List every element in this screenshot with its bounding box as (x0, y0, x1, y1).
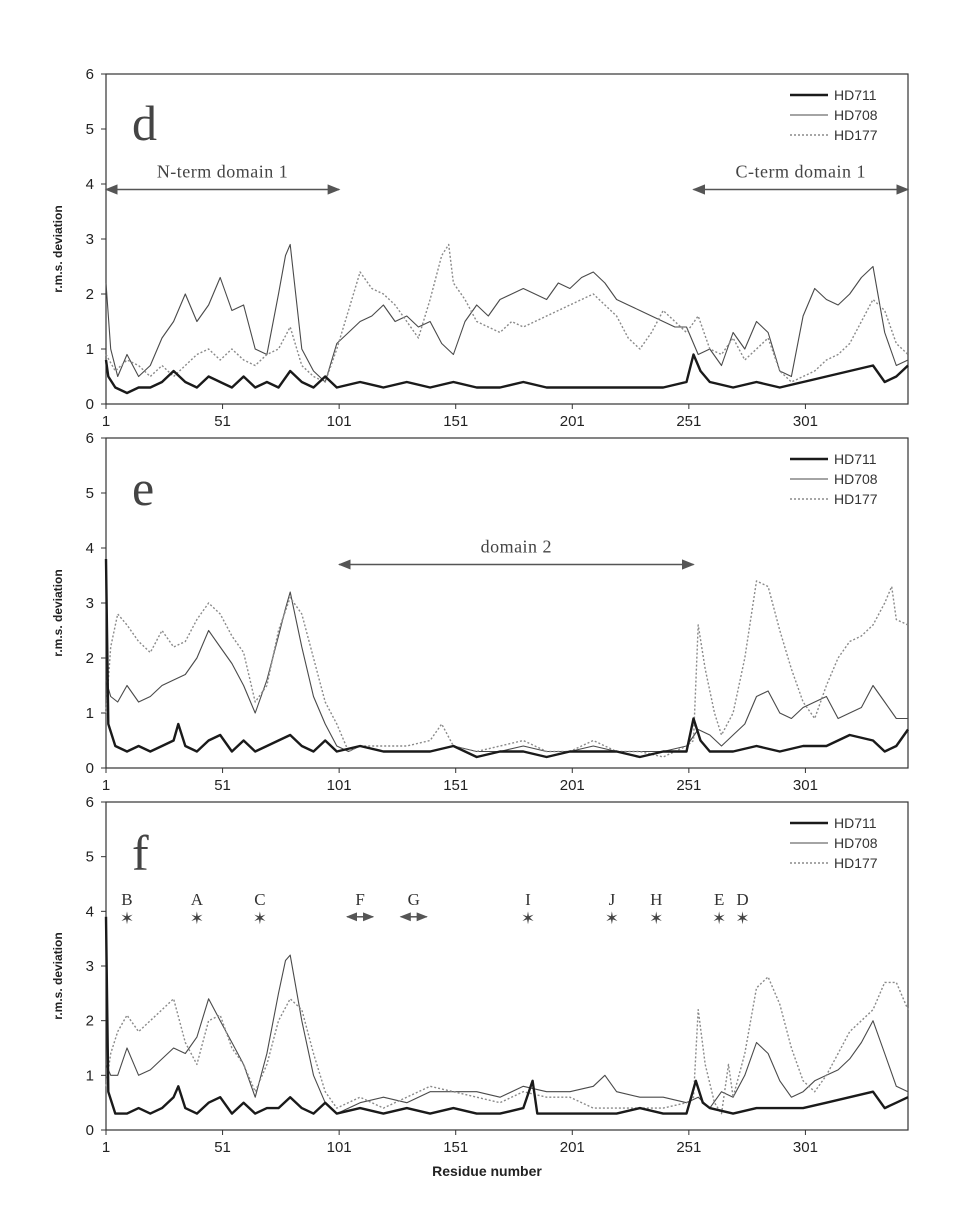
x-tick-label: 151 (443, 1139, 468, 1156)
y-tick-label: 3 (86, 595, 94, 612)
x-tick-label: 1 (102, 1139, 110, 1156)
y-tick-label: 0 (86, 760, 94, 777)
x-tick-label: 1 (102, 413, 110, 430)
site-star-marker: ✶ (521, 909, 535, 929)
series-line-hd177 (105, 580, 909, 758)
legend-label: HD711 (834, 815, 877, 831)
site-label: C (254, 890, 265, 909)
x-tick-label: 251 (676, 1139, 701, 1156)
x-tick-label: 251 (676, 413, 701, 430)
domain-label: C-term domain 1 (736, 162, 866, 182)
series-line-hd177 (105, 243, 909, 383)
legend-label: HD711 (834, 87, 877, 103)
site-label: J (609, 890, 616, 909)
x-tick-label: 301 (793, 777, 818, 794)
site-label: E (714, 890, 724, 909)
site-star-marker: ✶ (712, 909, 726, 929)
site-label: F (355, 890, 364, 909)
site-star-marker: ✶ (120, 909, 134, 929)
x-tick-label: 101 (327, 777, 352, 794)
y-tick-label: 5 (86, 849, 94, 866)
y-tick-label: 2 (86, 286, 94, 303)
x-tick-label: 301 (793, 413, 818, 430)
legend-label: HD708 (834, 107, 878, 123)
x-tick-label: 101 (327, 413, 352, 430)
x-tick-label: 201 (560, 413, 585, 430)
site-star-marker: ✶ (605, 909, 619, 929)
legend-label: HD711 (834, 451, 877, 467)
y-axis-label: r.m.s. deviation (51, 205, 65, 292)
y-axis-label: r.m.s. deviation (51, 932, 65, 1019)
y-tick-label: 2 (86, 650, 94, 667)
panel-letter: f (132, 825, 149, 881)
x-tick-label: 51 (214, 1139, 231, 1156)
series-line-hd711 (104, 353, 909, 395)
y-tick-label: 5 (86, 121, 94, 138)
x-tick-label: 51 (214, 777, 231, 794)
legend-label: HD177 (834, 855, 878, 871)
site-star-marker: ✶ (253, 909, 267, 929)
site-star-marker: ✶ (190, 909, 204, 929)
domain-label: N-term domain 1 (157, 162, 288, 182)
x-tick-label: 101 (327, 1139, 352, 1156)
x-tick-label: 51 (214, 413, 231, 430)
y-tick-label: 1 (86, 1067, 94, 1084)
x-tick-label: 301 (793, 1139, 818, 1156)
x-axis-label: Residue number (432, 1163, 542, 1179)
y-tick-label: 4 (86, 540, 94, 557)
y-tick-label: 1 (86, 705, 94, 722)
site-label: D (736, 890, 748, 909)
y-tick-label: 6 (86, 794, 94, 811)
legend-label: HD177 (834, 127, 878, 143)
series-line-hd711 (104, 558, 909, 759)
y-tick-label: 6 (86, 66, 94, 83)
legend-label: HD177 (834, 491, 878, 507)
y-tick-label: 6 (86, 430, 94, 447)
y-tick-label: 2 (86, 1013, 94, 1030)
y-tick-label: 4 (86, 903, 94, 920)
site-star-marker: ✶ (649, 909, 663, 929)
legend-label: HD708 (834, 835, 878, 851)
x-tick-label: 201 (560, 777, 585, 794)
x-tick-label: 201 (560, 1139, 585, 1156)
panel-letter: e (132, 460, 154, 516)
site-label: I (525, 890, 531, 909)
domain-label: domain 2 (481, 537, 553, 557)
y-tick-label: 3 (86, 958, 94, 975)
y-tick-label: 0 (86, 396, 94, 413)
site-label: G (408, 890, 420, 909)
x-tick-label: 251 (676, 777, 701, 794)
x-tick-label: 151 (443, 413, 468, 430)
plot-frame (105, 801, 909, 1131)
y-tick-label: 3 (86, 231, 94, 248)
series-line-hd711 (104, 916, 909, 1115)
y-axis-label: r.m.s. deviation (51, 569, 65, 656)
series-line-hd708 (105, 954, 909, 1115)
series-line-hd708 (105, 243, 909, 383)
site-label: B (121, 890, 132, 909)
plot-frame (105, 437, 909, 769)
y-tick-label: 4 (86, 176, 94, 193)
series-line-hd708 (105, 591, 908, 753)
series-line-hd177 (105, 976, 909, 1115)
site-label: H (650, 890, 662, 909)
x-tick-label: 1 (102, 777, 110, 794)
y-tick-label: 0 (86, 1122, 94, 1139)
site-star-marker: ✶ (735, 909, 749, 929)
legend-label: HD708 (834, 471, 878, 487)
panel-letter: d (132, 95, 157, 151)
y-tick-label: 5 (86, 485, 94, 502)
y-tick-label: 1 (86, 341, 94, 358)
x-tick-label: 151 (443, 777, 468, 794)
site-label: A (191, 890, 204, 909)
